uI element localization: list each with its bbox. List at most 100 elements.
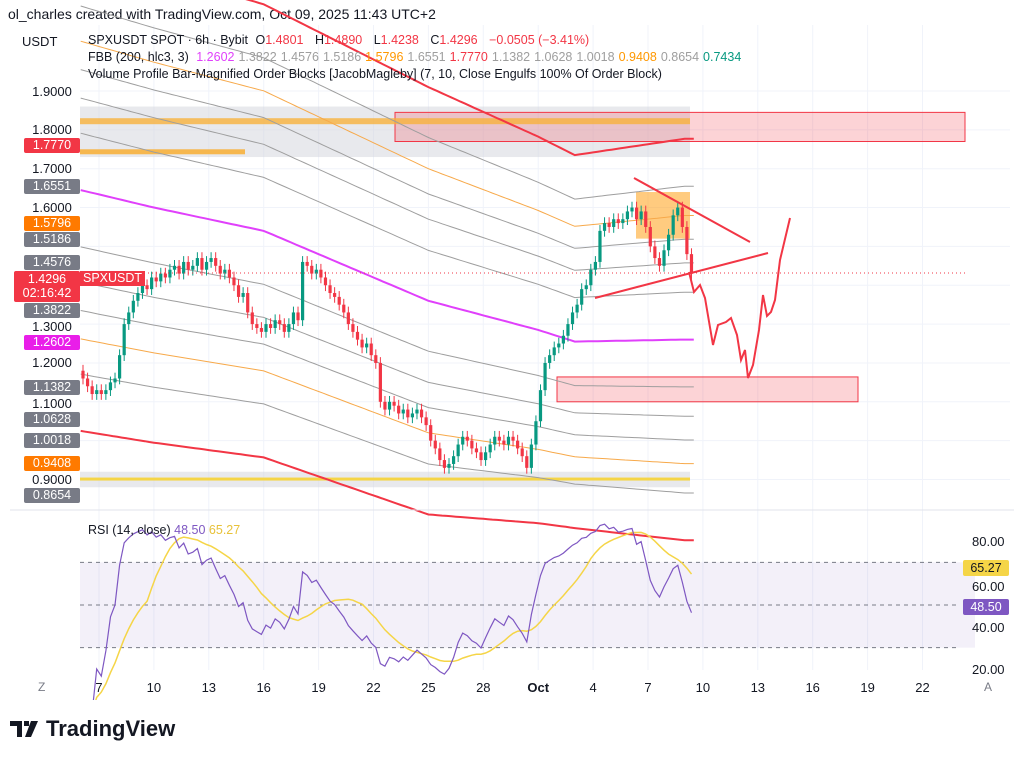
candle-body xyxy=(511,436,515,441)
vp-legend[interactable]: Volume Profile Bar-Magnified Order Block… xyxy=(88,67,662,81)
candle-body xyxy=(653,246,657,259)
candle-body xyxy=(397,405,401,414)
rsi-ma-badge: 65.27 xyxy=(963,560,1009,576)
time-tick: 16 xyxy=(805,680,820,695)
time-tick: 22 xyxy=(915,680,930,695)
candle xyxy=(461,430,465,451)
candle xyxy=(95,384,99,400)
fbb-band-line xyxy=(245,0,694,157)
fbb-value: 1.4576 xyxy=(280,50,319,64)
candle-body xyxy=(634,207,639,220)
candle xyxy=(99,384,103,400)
fbb-bands xyxy=(80,0,694,542)
candle-body xyxy=(200,258,204,270)
candle-body xyxy=(268,324,273,328)
candle-body xyxy=(465,436,469,441)
candle-body xyxy=(85,378,90,387)
fbb-band-line xyxy=(80,132,694,299)
candle-body xyxy=(548,355,552,363)
price-level-badge: 0.9408 xyxy=(24,456,80,472)
candle xyxy=(273,314,277,334)
candle-body xyxy=(232,277,236,286)
fbb-value: 1.5796 xyxy=(365,50,404,64)
candle-body xyxy=(227,269,231,278)
candle xyxy=(387,395,392,416)
candle xyxy=(415,403,419,420)
candle-body xyxy=(406,409,410,418)
candle-body xyxy=(122,324,126,356)
candle-body xyxy=(470,440,474,449)
upper-target-box xyxy=(394,111,966,143)
candle xyxy=(305,256,309,272)
rsi-line xyxy=(92,523,693,700)
fbb-value: 0.7434 xyxy=(703,50,742,64)
rsi-tick: 60.00 xyxy=(972,579,1005,594)
candle-body xyxy=(369,343,373,356)
candle xyxy=(685,221,689,260)
candle xyxy=(612,213,616,233)
time-tick: 19 xyxy=(311,680,326,695)
candle-body xyxy=(246,293,250,313)
candle xyxy=(401,403,405,420)
fbb-band-line xyxy=(80,69,694,249)
candle-body xyxy=(570,312,575,325)
candle-body xyxy=(456,444,460,457)
candle xyxy=(442,454,447,474)
symbol-name[interactable]: SPXUSDT SPOT · 6h · Bybit xyxy=(88,33,249,47)
candle xyxy=(342,298,346,319)
candle xyxy=(671,209,675,241)
candle-body xyxy=(136,293,140,301)
candle-body xyxy=(575,304,579,313)
fbb-band-line xyxy=(80,40,694,227)
candle-body xyxy=(520,448,524,457)
candle-body xyxy=(447,463,451,468)
price-level-badge: 1.0018 xyxy=(24,432,80,448)
candle xyxy=(369,337,373,362)
candle-body xyxy=(346,312,350,325)
candle xyxy=(122,318,126,362)
candle-body xyxy=(630,207,634,212)
candle-body xyxy=(479,452,483,461)
candle-body xyxy=(534,421,538,445)
price-change: −0.0505 (−3.41%) xyxy=(489,33,590,47)
candle xyxy=(131,294,135,319)
candle-body xyxy=(204,261,209,270)
time-tick: 22 xyxy=(366,680,381,695)
candle-body xyxy=(81,370,85,379)
candle xyxy=(621,213,625,229)
order-block-volume-bar xyxy=(80,118,690,125)
fbb-title[interactable]: FBB (200, hlc3, 3) xyxy=(88,50,189,64)
candle-body xyxy=(410,413,414,418)
candle-body xyxy=(589,269,593,286)
auto-scale-button[interactable]: A xyxy=(984,680,993,694)
candle-body xyxy=(506,436,511,445)
price-level-badge: 1.7770 xyxy=(24,138,80,154)
fbb-band-line xyxy=(80,338,694,465)
time-tick: 7 xyxy=(95,680,103,695)
candle-body xyxy=(538,390,543,422)
price-chart[interactable] xyxy=(0,0,1024,700)
candle xyxy=(346,306,350,330)
candle xyxy=(525,450,529,474)
candle xyxy=(419,403,424,424)
candle xyxy=(474,442,479,459)
time-tick: 28 xyxy=(476,680,491,695)
price-level-badge: 1.5186 xyxy=(24,232,80,247)
candle-body xyxy=(580,289,584,305)
candle xyxy=(296,306,300,327)
time-tick: 4 xyxy=(589,680,597,695)
candle xyxy=(570,306,575,330)
candle xyxy=(520,442,524,463)
zoom-button[interactable]: Z xyxy=(38,680,46,694)
candle xyxy=(204,256,209,276)
candle-body xyxy=(612,219,616,227)
candle xyxy=(172,259,177,276)
candle xyxy=(657,252,662,272)
fbb-band-line xyxy=(80,310,694,441)
candle-body xyxy=(319,269,323,278)
candle xyxy=(314,263,318,280)
fbb-value: 1.6551 xyxy=(407,50,446,64)
time-tick: Oct xyxy=(527,680,550,695)
candle xyxy=(104,384,108,400)
